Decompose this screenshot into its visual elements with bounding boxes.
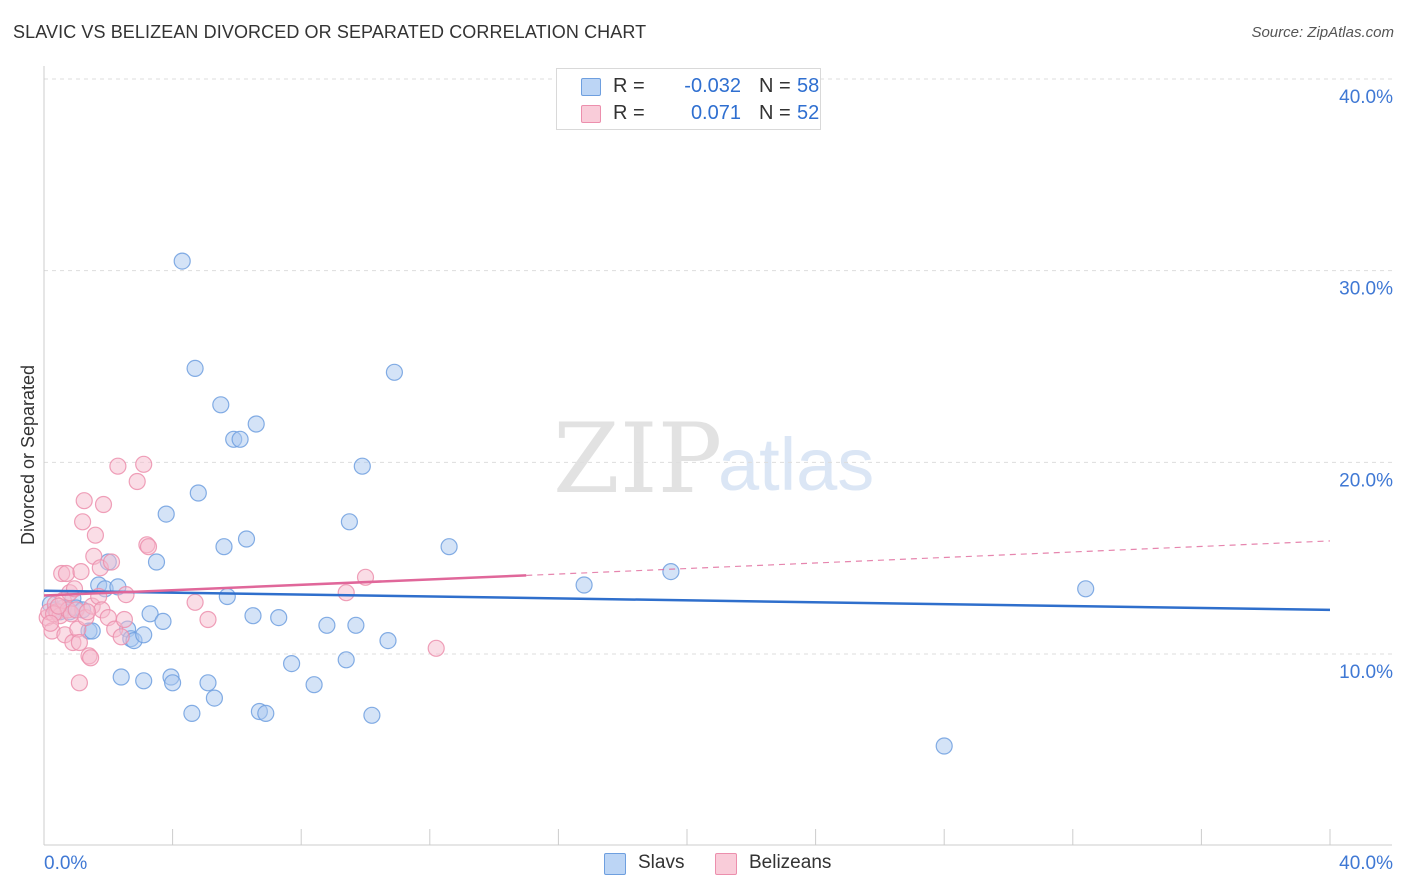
slavs-point — [347, 616, 365, 634]
belizeans-n-label: N = — [759, 102, 791, 124]
legend-slavs-label: Slavs — [638, 852, 685, 873]
belizeans-point — [186, 593, 204, 611]
belizeans-point — [112, 628, 130, 646]
belizeans-point — [117, 585, 135, 604]
slavs-point — [199, 674, 217, 692]
x-tick-label-40: 40.0% — [1339, 853, 1393, 874]
slavs-point — [189, 484, 207, 502]
slavs-point — [218, 587, 236, 606]
slavs-point — [212, 396, 230, 414]
axes — [43, 66, 1392, 846]
watermark-zip: ZIP — [553, 403, 722, 515]
belizeans-point — [57, 564, 76, 583]
belizeans-point — [199, 610, 217, 629]
slavs-point — [135, 672, 153, 690]
belizeans-point — [427, 639, 445, 657]
slavs-point — [247, 415, 265, 433]
slavs-point — [257, 704, 275, 723]
slavs-point — [154, 612, 172, 631]
tick-labels: 10.0% 20.0% 30.0% 40.0% 0.0% 40.0% — [44, 87, 1393, 874]
belizeans-r-label: R = — [613, 102, 645, 124]
slavs-point — [183, 704, 201, 723]
belizeans-swatch — [581, 105, 601, 123]
slavs-point — [318, 616, 336, 634]
belizeans-point — [72, 562, 90, 581]
belizeans-point — [135, 455, 153, 473]
legend-slavs-swatch — [604, 853, 626, 875]
series-belizeans — [38, 455, 445, 692]
slavs-point — [173, 252, 191, 270]
y-axis-title: Divorced or Separated — [18, 365, 38, 545]
y-tick-label-10: 10.0% — [1339, 662, 1393, 683]
belizeans-point — [78, 603, 97, 621]
slavs-point — [662, 562, 680, 581]
belizeans-point — [102, 553, 121, 571]
slavs-swatch — [581, 78, 601, 96]
slavs-n-value: 58 — [797, 75, 820, 97]
slavs-point — [147, 553, 166, 571]
belizeans-point — [109, 457, 127, 475]
y-tick-label-20: 20.0% — [1339, 470, 1393, 491]
slavs-point — [157, 505, 175, 523]
slavs-point — [135, 626, 153, 644]
slavs-point — [363, 706, 381, 724]
y-tick-label-40: 40.0% — [1339, 87, 1393, 108]
watermark: ZIP atlas — [553, 403, 874, 515]
trend-lines — [43, 540, 1331, 612]
belizeans-point — [115, 610, 134, 629]
belizeans-point — [70, 633, 89, 652]
slavs-r-label: R = — [613, 75, 645, 97]
slavs-point — [385, 363, 403, 381]
slavs-point — [440, 538, 458, 556]
slavs-point — [379, 631, 397, 650]
x-tick-label-0: 0.0% — [44, 853, 87, 874]
slavs-point — [575, 576, 593, 594]
belizeans-point — [128, 472, 146, 491]
slavs-trend-line — [43, 589, 1331, 612]
chart-title: SLAVIC VS BELIZEAN DIVORCED OR SEPARATED… — [13, 22, 647, 42]
slavs-point — [270, 608, 288, 627]
belizeans-point — [337, 584, 355, 602]
slavs-point — [340, 513, 358, 531]
slavs-point — [141, 605, 159, 623]
slavs-point — [215, 538, 233, 556]
belizeans-point — [70, 674, 89, 692]
slavs-point — [305, 676, 323, 694]
belizeans-point — [73, 513, 92, 531]
belizeans-point — [49, 597, 68, 615]
correlation-stats-box: R = -0.032 N = 58 R = 0.071 N = 52 — [556, 68, 821, 130]
belizeans-point — [139, 538, 158, 556]
belizeans-point — [86, 526, 105, 544]
slavs-point — [1077, 580, 1095, 598]
slavs-point — [186, 359, 204, 377]
belizeans-point — [81, 649, 100, 667]
legend-belizeans-label: Belizeans — [749, 852, 832, 873]
belizeans-point — [41, 614, 60, 632]
y-tick-label-30: 30.0% — [1339, 279, 1393, 300]
belizeans-n-value: 52 — [797, 102, 820, 124]
slavs-point — [237, 530, 256, 548]
slavs-point — [231, 430, 249, 448]
slavs-point — [164, 674, 182, 692]
slavs-r-value: -0.032 — [684, 75, 741, 97]
slavs-point — [353, 457, 371, 475]
slavs-point — [935, 737, 953, 755]
slavs-point — [244, 607, 262, 625]
source-credit: Source: ZipAtlas.com — [1251, 24, 1394, 41]
belizeans-point — [75, 492, 93, 510]
slavs-point — [112, 668, 130, 686]
slavs-point — [283, 654, 301, 673]
belizeans-trend-extension — [526, 540, 1331, 577]
slavs-n-label: N = — [759, 75, 791, 97]
watermark-atlas: atlas — [718, 423, 874, 506]
belizeans-point — [65, 580, 84, 598]
belizeans-trend-line — [43, 574, 527, 597]
slavs-point — [205, 689, 223, 707]
belizeans-r-value: 0.071 — [690, 102, 741, 124]
legend-belizeans-swatch — [715, 853, 737, 875]
slavs-point — [337, 651, 355, 669]
belizeans-point — [94, 495, 113, 514]
